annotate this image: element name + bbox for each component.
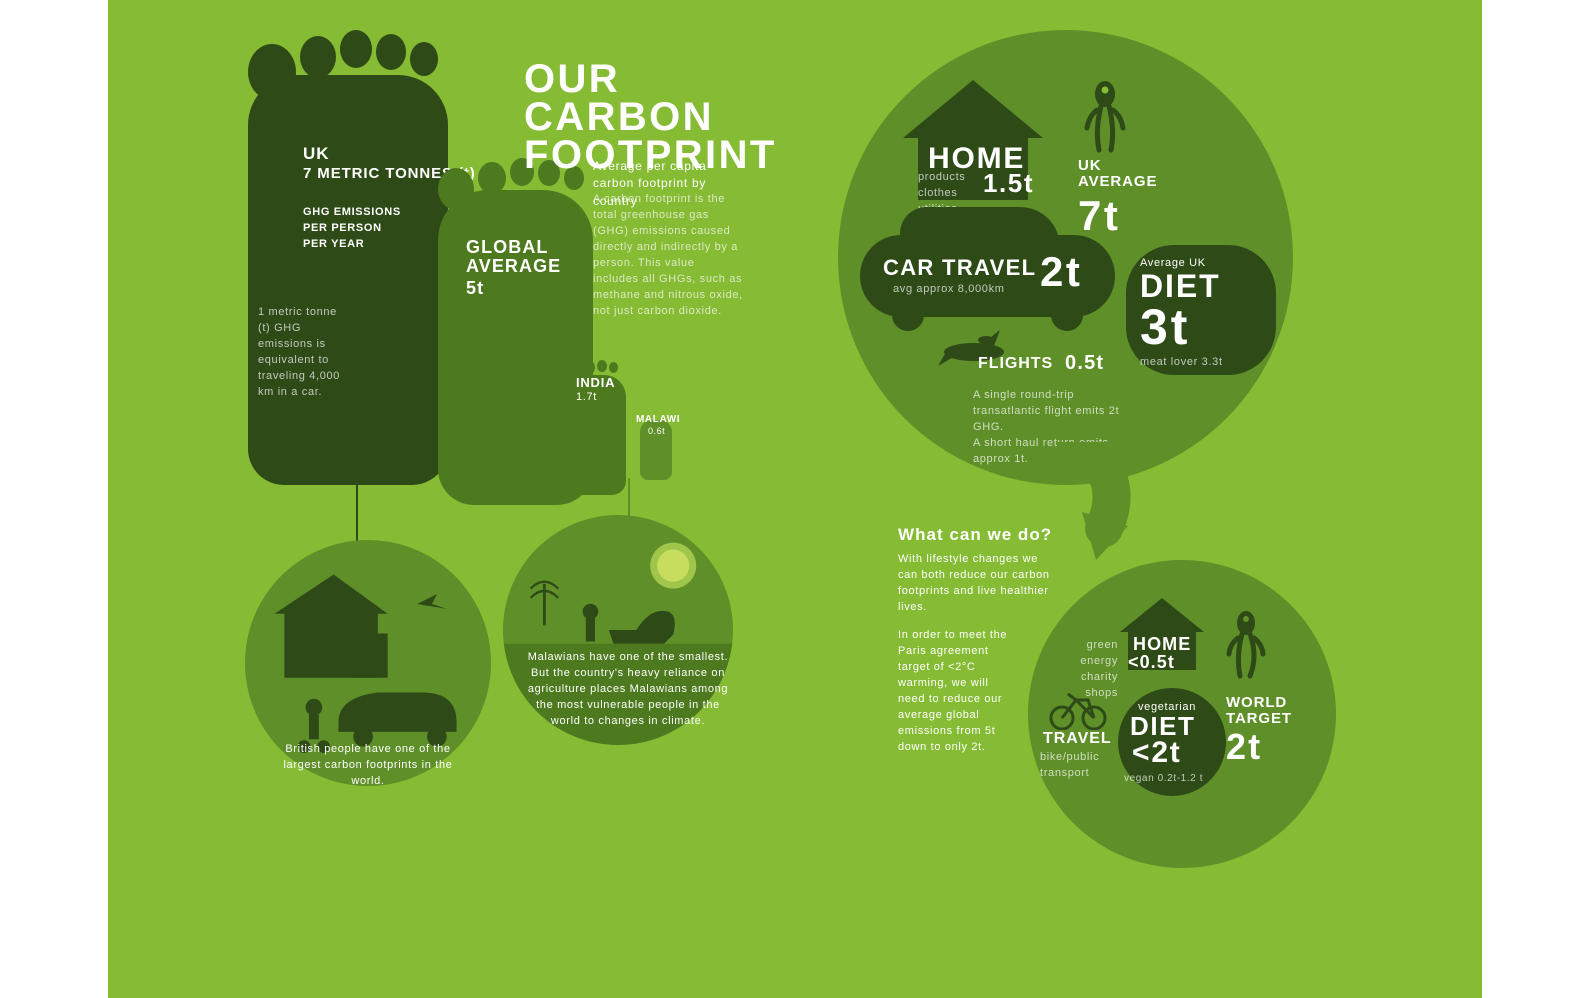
car-label: CAR TRAVEL (883, 255, 1036, 281)
target-home-value: <0.5t (1128, 652, 1175, 673)
ukavg-value: 7t (1078, 192, 1120, 240)
equiv-note: 1 metric tonne (t) GHG emissions is equi… (258, 305, 348, 401)
car-sub: avg approx 8,000km (893, 282, 1005, 298)
target-person-icon (1226, 610, 1270, 693)
bike-icon (1048, 690, 1108, 735)
global-country-label: GLOBALAVERAGE (466, 238, 561, 276)
malawi-value: 0.6t (648, 425, 665, 438)
arrow-down (1056, 442, 1136, 567)
person-icon (1083, 80, 1133, 165)
action-p1: With lifestyle changes we can both reduc… (898, 552, 1050, 616)
malawi-scene-caption: Malawians have one of the smallest. But … (523, 650, 733, 730)
global-value: 5t (466, 278, 484, 299)
target-travel-label: TRAVEL (1043, 730, 1112, 748)
diet-sub: meat lover 3.3t (1140, 355, 1223, 371)
action-p2: In order to meet the Paris agreement tar… (898, 628, 1016, 756)
car-value: 2t (1040, 248, 1082, 296)
india-country-label: INDIA (576, 375, 615, 390)
home-value: 1.5t (983, 168, 1034, 199)
foot-uk (248, 75, 448, 485)
uk-sub: GHG EMISSIONS PER PERSON PER YEAR (303, 205, 401, 253)
target-diet-sub: vegan 0.2t-1.2 t (1124, 772, 1203, 787)
action-heading: What can we do? (898, 525, 1052, 545)
flights-value: 0.5t (1065, 352, 1104, 375)
target-world-label: WORLDTARGET (1226, 695, 1292, 727)
target-diet-value: <2t (1132, 736, 1182, 770)
ukavg-label: UKAVERAGE (1078, 158, 1157, 190)
flights-label: FLIGHTS (978, 355, 1053, 373)
target-travel-sub: bike/public transport (1040, 750, 1099, 782)
uk-country-label: UK (303, 145, 330, 164)
target-world-value: 2t (1226, 726, 1262, 768)
diet-value: 3t (1140, 298, 1190, 356)
uk-scene-caption: British people have one of the largest c… (278, 742, 458, 790)
main-title: OUR CARBON FOOTPRINT (524, 60, 777, 174)
india-value: 1.7t (576, 390, 597, 406)
definition: A carbon footprint is the total greenhou… (593, 192, 743, 320)
